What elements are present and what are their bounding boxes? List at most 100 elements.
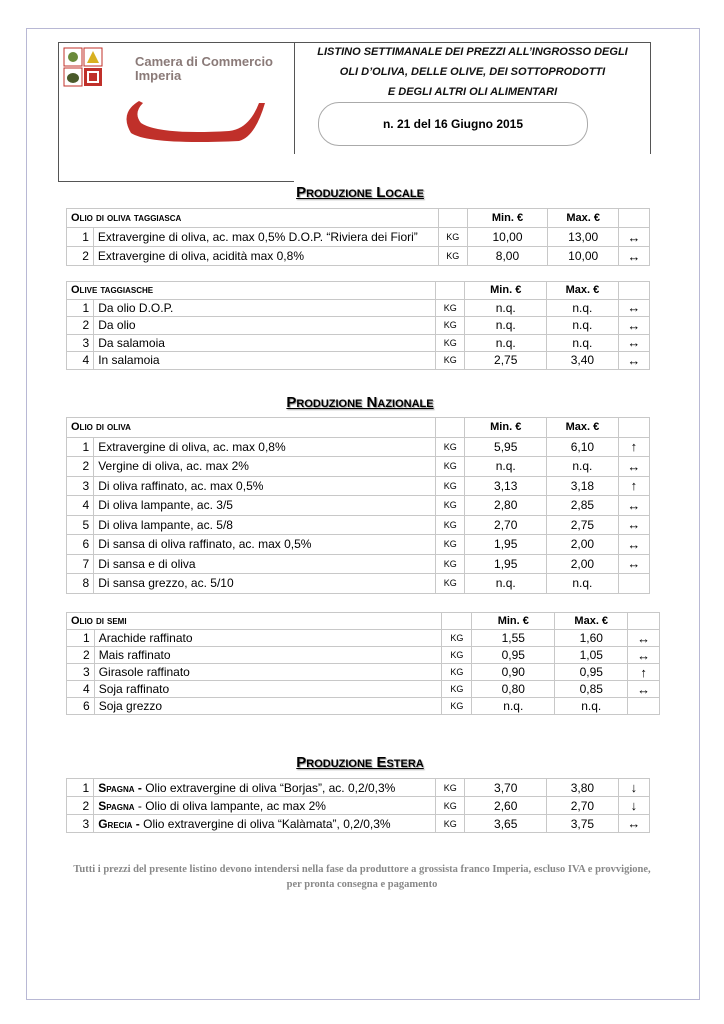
row-number: 1 (65, 298, 95, 317)
unit: KG (437, 227, 468, 247)
row-number: 6 (66, 697, 95, 715)
arrow-up-icon: ↑ (627, 663, 660, 681)
row-number: 2 (66, 646, 95, 664)
product-description: Soja grezzo (93, 697, 443, 715)
arrow-left-right-icon: ↔ (617, 534, 651, 555)
product-description: Vergine di oliva, ac. max 2% (93, 456, 437, 477)
table-row: 1 Extravergine di oliva, ac. max 0,8% KG 5,… (65, 436, 651, 457)
country-label: Spagna (98, 798, 138, 813)
row-number: 4 (65, 495, 95, 516)
table-row: 4 Di oliva lampante, ac. 3/5 KG 2,80 2,85 ↔ (65, 495, 651, 516)
section-produzione-nazionale: Produzione Nazionale (286, 394, 434, 411)
min-price: n.q. (464, 456, 548, 477)
category-title: Olio di oliva taggiasca (66, 208, 439, 228)
trend-header (617, 417, 651, 438)
product-description: Extravergine di oliva, ac. max 0,8% (93, 436, 437, 457)
product-name: In salamoia (98, 353, 160, 368)
max-price: n.q. (546, 298, 619, 317)
min-price: n.q. (471, 697, 556, 715)
issue-badge: n. 21 del 16 Giugno 2015 (318, 102, 588, 146)
product-description: Soja raffinato (93, 680, 443, 698)
arrow-left-right-icon: ↔ (617, 316, 651, 335)
row-number: 4 (65, 351, 95, 370)
unit: KG (435, 316, 466, 335)
product-description: Da olio D.O.P. (93, 298, 437, 317)
category-title: Olive taggiasche (65, 281, 437, 300)
table-header: Olio di oliva taggiasca Min. € Max. € (66, 208, 650, 228)
product-description: Da salamoia (93, 333, 437, 352)
product-name: Extravergine di oliva, ac. max 0,5% D.O.… (97, 230, 418, 244)
product-description: Mais raffinato (93, 646, 443, 664)
arrow-left-right-icon: ↔ (617, 495, 651, 516)
product-description: Di oliva lampante, ac. 5/8 (93, 514, 437, 535)
min-price: 10,00 (466, 227, 549, 247)
table-row: 3 Grecia - Olio extravergine di oliva “Ka… (65, 814, 651, 833)
product-name: Di sansa grezzo, ac. 5/10 (98, 576, 234, 591)
arrow-down-icon: ↓ (617, 796, 651, 815)
min-price: 8,00 (466, 246, 549, 266)
arrow-left-right-icon: ↔ (617, 298, 651, 317)
min-header: Min. € (464, 417, 548, 438)
price-table: Olive taggiasche Min. € Max. € 1 Da olio D.O… (65, 281, 651, 370)
table-row: 1 Extravergine di oliva, ac. max 0,5% D.O… (66, 227, 650, 247)
min-price: 0,90 (471, 663, 556, 681)
product-name: Di sansa e di oliva (98, 556, 196, 571)
min-price: n.q. (464, 316, 548, 335)
price-table: 1 Spagna - Olio extravergine di oliva “Bo… (65, 778, 651, 833)
country-label: Grecia - (98, 816, 144, 831)
min-header: Min. € (466, 208, 549, 228)
arrow-left-right-icon: ↔ (618, 227, 650, 247)
unit: KG (435, 333, 466, 352)
min-price: 2,60 (464, 796, 548, 815)
min-header: Min. € (471, 612, 556, 630)
product-name: - Olio di oliva lampante, ac max 2% (137, 798, 326, 813)
product-name: Olio extravergine di oliva “Kalàmata”, 0… (143, 816, 391, 831)
trend-header (618, 208, 650, 228)
arrow-up-icon: ↑ (617, 475, 651, 496)
product-name: Di sansa di oliva raffinato, ac. max 0,5… (98, 537, 312, 552)
product-name: Di oliva raffinato, ac. max 0,5% (98, 478, 264, 493)
product-description: Extravergine di oliva, ac. max 0,5% D.O.… (92, 227, 439, 247)
unit-header (435, 417, 466, 438)
table-header: Olive taggiasche Min. € Max. € (65, 281, 651, 300)
row-number: 2 (65, 796, 95, 815)
row-number: 4 (66, 680, 95, 698)
row-number: 5 (65, 514, 95, 535)
min-price: 3,65 (464, 814, 548, 833)
product-name: Extravergine di oliva, ac. max 0,8% (98, 439, 286, 454)
row-number: 3 (66, 663, 95, 681)
product-description: Extravergine di oliva, acidità max 0,8% (92, 246, 439, 266)
table-row: 3 Di oliva raffinato, ac. max 0,5% KG 3,13 3… (65, 475, 651, 496)
arrow-left-right-icon: ↔ (627, 629, 660, 647)
product-name: Arachide raffinato (98, 631, 193, 645)
table-row: 6 Di sansa di oliva raffinato, ac. max 0,… (65, 534, 651, 555)
max-price: 2,70 (546, 796, 619, 815)
table-row: 3 Da salamoia KG n.q. n.q. ↔ (65, 333, 651, 352)
table-row: 1 Da olio D.O.P. KG n.q. n.q. ↔ (65, 298, 651, 317)
product-description: Da olio (93, 316, 437, 335)
country-label: Spagna - (98, 780, 142, 795)
table-row: 4 Soja raffinato KG 0,80 0,85 ↔ (66, 680, 660, 698)
row-number: 2 (65, 316, 95, 335)
product-description: Arachide raffinato (93, 629, 443, 647)
row-number: 1 (65, 436, 95, 457)
price-table: Olio di semi Min. € Max. €1 Arachide raffin… (65, 612, 660, 715)
unit-header (441, 612, 473, 630)
max-price: 2,00 (546, 553, 619, 574)
arrow-left-right-icon: ↔ (618, 246, 650, 266)
min-price: 5,95 (464, 436, 548, 457)
unit: KG (435, 814, 466, 833)
category-title: Olio di semi (65, 612, 443, 630)
product-name: Mais raffinato (98, 648, 171, 662)
max-price: 10,00 (547, 246, 620, 266)
product-name: Vergine di oliva, ac. max 2% (98, 459, 249, 474)
row-number: 1 (66, 629, 95, 647)
product-name: Da olio (98, 318, 136, 333)
row-number: 3 (65, 814, 95, 833)
unit: KG (435, 514, 466, 535)
row-number: 8 (65, 573, 95, 594)
max-price: n.q. (546, 573, 619, 594)
unit: KG (437, 246, 468, 266)
unit: KG (441, 646, 473, 664)
product-name: Da salamoia (98, 335, 165, 350)
